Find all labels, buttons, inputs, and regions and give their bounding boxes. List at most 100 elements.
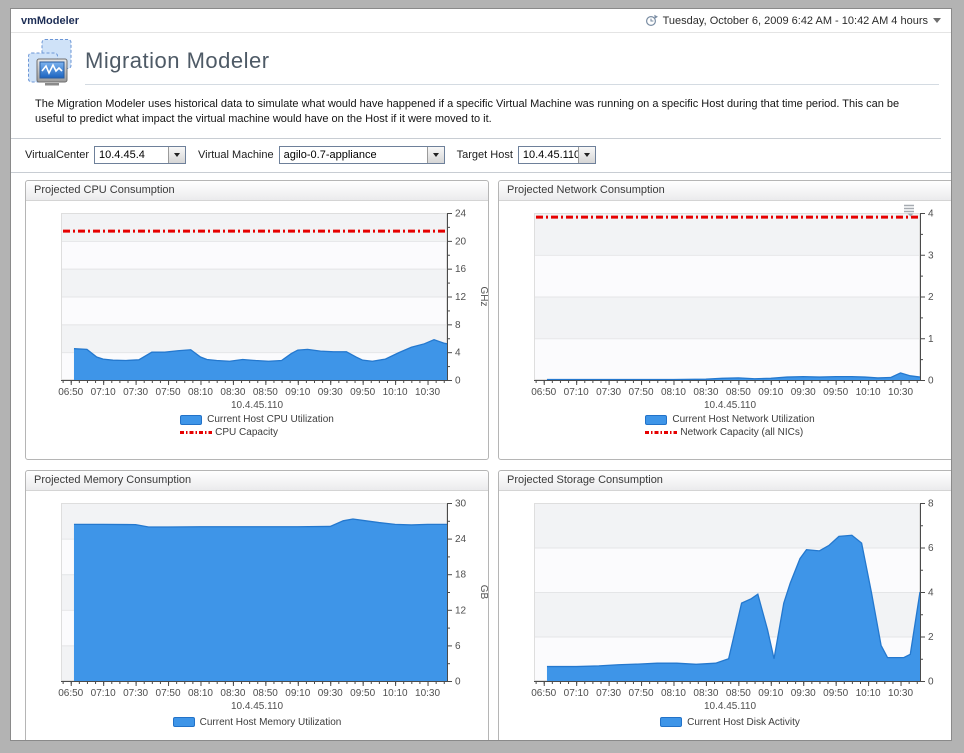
svg-text:08:50: 08:50 bbox=[726, 387, 751, 398]
virtual-machine-dropdown-button[interactable] bbox=[426, 147, 444, 163]
window-frame: vmModeler Tuesday, October 6, 2009 6:42 … bbox=[10, 8, 952, 741]
svg-text:10:10: 10:10 bbox=[383, 387, 408, 398]
svg-text:12: 12 bbox=[455, 292, 467, 303]
network-x-axis-title: 10.4.45.110 bbox=[703, 400, 757, 411]
page-description: The Migration Modeler uses historical da… bbox=[11, 88, 941, 139]
network-consumption-chart[interactable]: 0 1 2 3 4 Gb/s 06:50 07:10 07:30 07:50 08:10 08:30 0… bbox=[499, 201, 952, 399]
svg-text:24: 24 bbox=[455, 209, 467, 220]
chevron-down-icon bbox=[432, 153, 439, 157]
chevron-down-icon bbox=[174, 153, 180, 157]
svg-text:09:50: 09:50 bbox=[823, 387, 848, 398]
target-host-dropdown-button[interactable] bbox=[577, 147, 595, 163]
svg-text:09:30: 09:30 bbox=[791, 387, 816, 398]
svg-text:24: 24 bbox=[455, 534, 467, 545]
svg-text:07:10: 07:10 bbox=[91, 387, 116, 398]
area-swatch-icon bbox=[660, 717, 683, 727]
svg-text:2: 2 bbox=[928, 292, 934, 303]
svg-text:GHz: GHz bbox=[478, 287, 489, 307]
svg-text:4: 4 bbox=[455, 348, 461, 359]
virtualcenter-value: 10.4.45.4 bbox=[99, 149, 145, 161]
svg-text:16: 16 bbox=[455, 264, 467, 275]
svg-text:07:30: 07:30 bbox=[123, 688, 148, 699]
svg-text:07:10: 07:10 bbox=[564, 688, 589, 699]
area-swatch-icon bbox=[180, 414, 203, 425]
svg-text:09:10: 09:10 bbox=[758, 387, 783, 398]
page-title: Migration Modeler bbox=[85, 48, 939, 85]
migration-modeler-icon bbox=[28, 39, 72, 86]
svg-text:07:10: 07:10 bbox=[564, 387, 589, 398]
chart-menu-icon[interactable] bbox=[903, 204, 917, 222]
svg-text:08:10: 08:10 bbox=[661, 387, 686, 398]
area-swatch-icon bbox=[172, 717, 195, 727]
storage-series-label: Current Host Disk Activity bbox=[687, 716, 800, 728]
svg-text:10:30: 10:30 bbox=[888, 387, 913, 398]
svg-text:3: 3 bbox=[928, 250, 934, 261]
svg-text:07:30: 07:30 bbox=[596, 387, 621, 398]
svg-text:06:50: 06:50 bbox=[58, 387, 83, 398]
svg-text:0: 0 bbox=[455, 376, 461, 387]
svg-text:09:10: 09:10 bbox=[285, 688, 310, 699]
virtualcenter-select[interactable]: 10.4.45.4 bbox=[94, 146, 186, 164]
network-series-label: Current Host Network Utilization bbox=[672, 414, 815, 425]
svg-text:08:30: 08:30 bbox=[220, 387, 245, 398]
svg-text:GB: GB bbox=[478, 585, 489, 600]
svg-text:09:50: 09:50 bbox=[350, 387, 375, 398]
panel-projected-storage: Projected Storage Consumption 02468MB/s0… bbox=[498, 470, 952, 740]
svg-text:06:50: 06:50 bbox=[531, 387, 556, 398]
cpu-capacity-label: CPU Capacity bbox=[215, 427, 278, 438]
svg-text:07:30: 07:30 bbox=[596, 688, 621, 699]
svg-text:8: 8 bbox=[455, 320, 461, 331]
memory-series-label: Current Host Memory Utilization bbox=[199, 716, 342, 728]
storage-consumption-chart[interactable]: 0 2 4 6 8 MB/s 06:50 07:10 07:30 07:50 08:10 08:30 0… bbox=[499, 491, 952, 700]
virtual-machine-select[interactable]: agilo-0.7-appliance bbox=[278, 146, 445, 164]
page-header: Migration Modeler bbox=[11, 33, 951, 88]
cpu-consumption-chart[interactable]: 0 4 8 12 16 20 24 GHz 06:50 07:10 07:30 07:50 08:10 0… bbox=[26, 201, 489, 399]
target-host-label: Target Host bbox=[456, 149, 513, 161]
svg-text:10:10: 10:10 bbox=[856, 688, 881, 699]
filter-bar: VirtualCenter 10.4.45.4 Virtual Machine … bbox=[11, 139, 951, 173]
svg-text:07:50: 07:50 bbox=[156, 387, 181, 398]
svg-text:30: 30 bbox=[455, 499, 467, 510]
panel-title-memory: Projected Memory Consumption bbox=[26, 471, 488, 491]
time-range-control[interactable]: Tuesday, October 6, 2009 6:42 AM - 10:42… bbox=[645, 14, 941, 27]
time-range-label: Tuesday, October 6, 2009 6:42 AM - 10:42… bbox=[662, 14, 928, 27]
memory-x-axis-title: 10.4.45.110 bbox=[230, 701, 284, 712]
time-range-icon bbox=[645, 14, 658, 27]
target-host-value: 10.4.45.110 bbox=[522, 149, 578, 161]
svg-text:07:50: 07:50 bbox=[629, 387, 654, 398]
svg-text:07:50: 07:50 bbox=[156, 688, 181, 699]
svg-text:10:30: 10:30 bbox=[415, 387, 440, 398]
svg-text:2: 2 bbox=[928, 632, 934, 643]
panel-title-storage: Projected Storage Consumption bbox=[499, 471, 951, 491]
svg-text:09:30: 09:30 bbox=[791, 688, 816, 699]
svg-text:08:10: 08:10 bbox=[188, 387, 213, 398]
svg-text:09:50: 09:50 bbox=[350, 688, 375, 699]
cpu-legend: Current Host CPU Utilization CPU Capacit… bbox=[26, 413, 488, 440]
svg-text:08:50: 08:50 bbox=[253, 387, 278, 398]
svg-text:08:30: 08:30 bbox=[220, 688, 245, 699]
svg-text:12: 12 bbox=[455, 605, 467, 616]
virtualcenter-label: VirtualCenter bbox=[25, 149, 89, 161]
network-capacity-label: Network Capacity (all NICs) bbox=[680, 427, 804, 438]
svg-text:09:30: 09:30 bbox=[318, 387, 343, 398]
svg-text:6: 6 bbox=[455, 641, 461, 652]
memory-consumption-chart[interactable]: 0 6 12 18 24 30 GB 06:50 07:10 07:30 07:50 08:10 08:… bbox=[26, 491, 489, 700]
virtual-machine-label: Virtual Machine bbox=[198, 149, 274, 161]
svg-text:10:30: 10:30 bbox=[415, 688, 440, 699]
panel-title-cpu: Projected CPU Consumption bbox=[26, 181, 488, 201]
memory-legend: Current Host Memory Utilization bbox=[26, 714, 488, 732]
svg-text:10:30: 10:30 bbox=[888, 688, 913, 699]
svg-text:09:50: 09:50 bbox=[823, 688, 848, 699]
top-bar: vmModeler Tuesday, October 6, 2009 6:42 … bbox=[11, 9, 951, 33]
svg-text:08:10: 08:10 bbox=[661, 688, 686, 699]
storage-legend: Current Host Disk Activity bbox=[499, 714, 951, 732]
svg-text:08:30: 08:30 bbox=[693, 688, 718, 699]
svg-text:4: 4 bbox=[928, 209, 934, 220]
svg-text:6: 6 bbox=[928, 543, 934, 554]
svg-text:Gb/s: Gb/s bbox=[951, 286, 952, 307]
virtualcenter-dropdown-button[interactable] bbox=[168, 147, 185, 163]
panel-projected-memory: Projected Memory Consumption 0 6 12 18 24 30 G… bbox=[25, 470, 489, 740]
target-host-select[interactable]: 10.4.45.110 bbox=[517, 146, 596, 164]
panel-projected-network: Projected Network Consumption 01234Gb/s0… bbox=[498, 180, 952, 460]
capacity-line-icon bbox=[180, 431, 213, 434]
